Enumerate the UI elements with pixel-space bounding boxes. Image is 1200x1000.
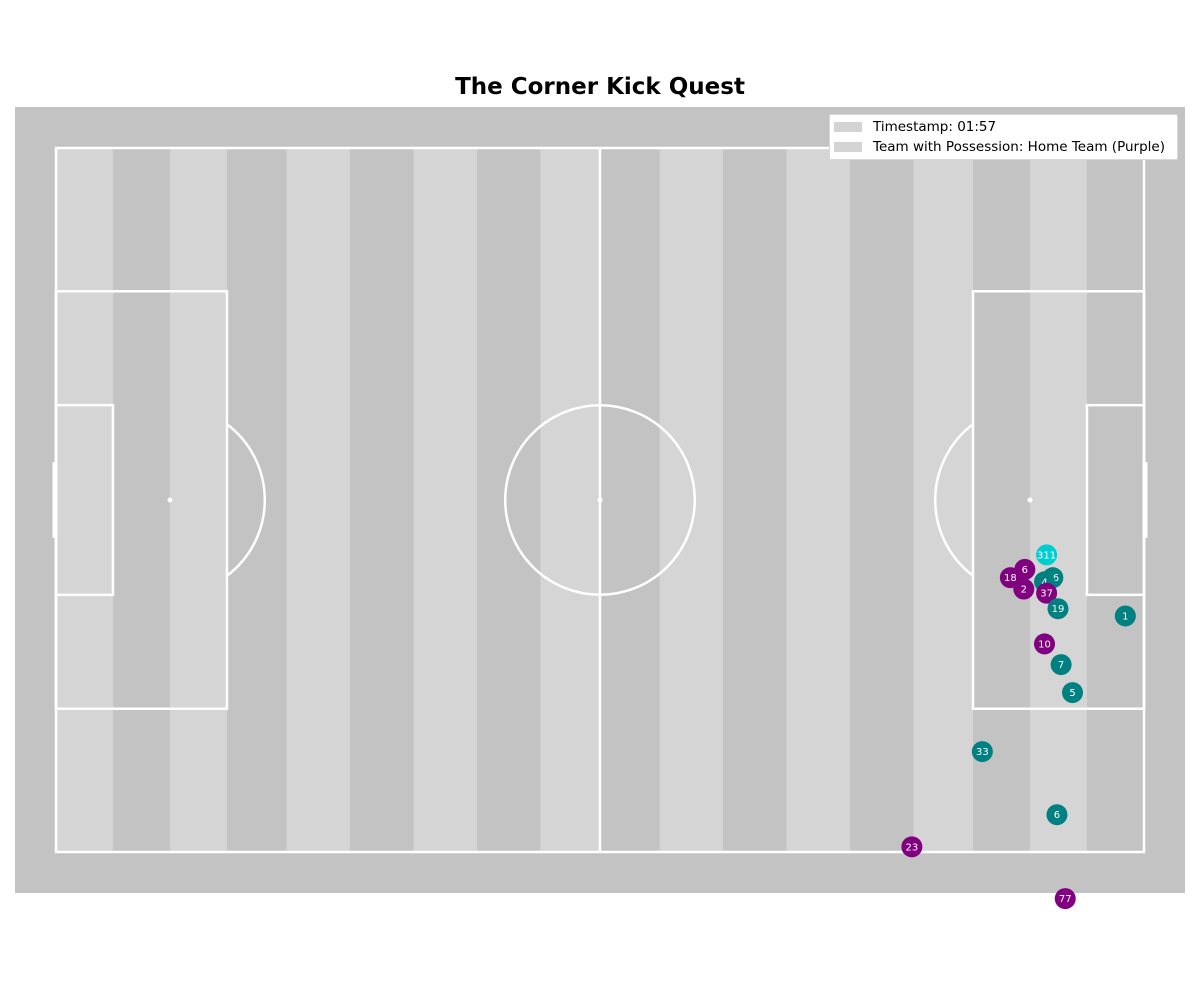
player-marker: 2 bbox=[1013, 578, 1035, 600]
right-penalty-arc bbox=[933, 423, 974, 577]
player-number: 7 bbox=[1058, 660, 1064, 671]
pitch-stripes bbox=[56, 148, 1144, 852]
player-number: 311 bbox=[1037, 550, 1056, 561]
chart-title: The Corner Kick Quest bbox=[455, 74, 745, 100]
left-penalty-spot bbox=[167, 497, 173, 503]
player-marker: 10 bbox=[1034, 633, 1056, 655]
pitch-stripe bbox=[112, 148, 170, 852]
legend-entry-possession: Team with Possession: Home Team (Purple) bbox=[834, 139, 1165, 155]
player-number: 6 bbox=[1022, 565, 1028, 576]
player-number: 19 bbox=[1052, 604, 1065, 615]
pitch-stripe bbox=[169, 148, 227, 852]
player-number: 77 bbox=[1059, 894, 1072, 905]
pitch-stripe bbox=[476, 148, 541, 852]
player-dot bbox=[1050, 654, 1072, 676]
player-marker: 5 bbox=[1062, 682, 1084, 704]
legend-swatch bbox=[834, 122, 862, 132]
player-number: 4 bbox=[1041, 577, 1047, 588]
pitch-stripe bbox=[350, 148, 414, 852]
legend-swatch bbox=[834, 142, 862, 152]
timestamp-text: Timestamp: 01:57 bbox=[873, 119, 997, 135]
player-dot bbox=[1047, 598, 1069, 620]
player-dot bbox=[1034, 633, 1056, 655]
player-marker: 311 bbox=[1036, 544, 1058, 566]
pitch-stripe bbox=[413, 148, 477, 852]
player-marker: 19 bbox=[1047, 598, 1069, 620]
pitch-stripe bbox=[913, 148, 974, 852]
player-number: 1 bbox=[1122, 611, 1128, 622]
player-dot bbox=[1062, 682, 1084, 704]
pitch-stripe bbox=[226, 148, 287, 852]
player-dot bbox=[1013, 578, 1035, 600]
ball bbox=[1027, 497, 1033, 503]
pitch-stripe bbox=[56, 148, 113, 852]
player-number: 2 bbox=[1021, 585, 1027, 596]
player-marker: 33 bbox=[971, 741, 993, 763]
player-dot bbox=[971, 741, 993, 763]
pitch-stripe bbox=[540, 148, 600, 852]
center-spot bbox=[597, 497, 603, 503]
player-dot bbox=[1036, 582, 1058, 604]
center-circle bbox=[503, 404, 697, 596]
player-dot bbox=[901, 836, 923, 858]
player-marker: 1 bbox=[1114, 605, 1136, 627]
possession-text: Team with Possession: Home Team (Purple) bbox=[873, 139, 1165, 155]
pitch-stripe bbox=[973, 148, 1031, 852]
player-marker: 37 bbox=[1036, 582, 1058, 604]
pitch-stripe bbox=[600, 148, 660, 852]
player-number: 23 bbox=[906, 842, 919, 853]
player-marker: 77 bbox=[1054, 888, 1076, 910]
player-marker: 7 bbox=[1050, 654, 1072, 676]
player-number: 33 bbox=[976, 747, 989, 758]
pitch-stripe bbox=[723, 148, 787, 852]
pitch-stripe bbox=[786, 148, 850, 852]
player-dot bbox=[1114, 605, 1136, 627]
player-number: 5 bbox=[1069, 688, 1075, 699]
player-dot bbox=[1054, 888, 1076, 910]
player-dot bbox=[1036, 544, 1058, 566]
pitch-stripe bbox=[659, 148, 724, 852]
player-number: 10 bbox=[1038, 639, 1051, 650]
pitch-stripe bbox=[1030, 148, 1088, 852]
pitch-stripe bbox=[849, 148, 914, 852]
player-marker: 6 bbox=[1046, 804, 1068, 826]
pitch-stripe bbox=[1087, 148, 1144, 852]
player-number: 18 bbox=[1004, 573, 1017, 584]
legend: Timestamp: 01:57 Team with Possession: H… bbox=[829, 114, 1178, 160]
players: 31161816423719110753362377 bbox=[901, 497, 1136, 910]
legend-entry-timestamp: Timestamp: 01:57 bbox=[834, 119, 996, 135]
player-marker: 23 bbox=[901, 836, 923, 858]
pitch-stripe bbox=[286, 148, 351, 852]
player-dot bbox=[1046, 804, 1068, 826]
player-number: 37 bbox=[1040, 589, 1053, 600]
left-penalty-arc bbox=[226, 423, 267, 577]
player-number: 6 bbox=[1054, 810, 1060, 821]
